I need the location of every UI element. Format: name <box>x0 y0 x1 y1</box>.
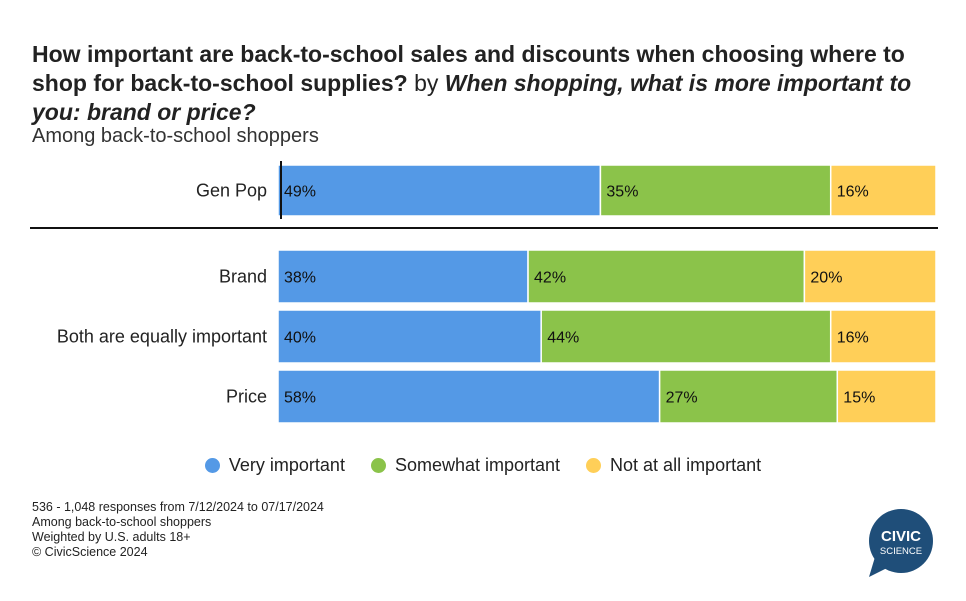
data-label: 58% <box>284 390 316 407</box>
footer-line: © CivicScience 2024 <box>32 545 148 559</box>
bar-segment <box>277 309 542 364</box>
data-label: 20% <box>810 270 842 287</box>
bar-segment <box>277 164 602 217</box>
data-label: 49% <box>284 184 316 201</box>
legend-label: Very important <box>228 455 345 475</box>
legend-item: Somewhat important <box>370 455 561 476</box>
bar-segment <box>277 249 529 304</box>
bar-segment <box>829 309 937 364</box>
footer-line: Among back-to-school shoppers <box>32 515 212 529</box>
data-label: 16% <box>837 184 869 201</box>
title-main: How important are back-to-school sales a… <box>32 41 905 96</box>
bar-segment <box>599 164 832 217</box>
data-label: 15% <box>843 390 875 407</box>
data-label: 16% <box>837 330 869 347</box>
data-label: 35% <box>606 184 638 201</box>
legend-swatch <box>204 458 220 473</box>
bar-segment <box>829 164 937 217</box>
civicscience-logo: CIVIC SCIENCE <box>869 509 933 577</box>
legend: Very important Somewhat important Not at a… <box>0 455 966 476</box>
bar-segment <box>803 249 937 304</box>
category-label: Both are equally important <box>57 327 267 347</box>
data-label: 42% <box>534 270 566 287</box>
legend-swatch <box>370 458 386 473</box>
logo-line1: CIVIC <box>881 528 921 545</box>
bar-segment <box>658 369 839 424</box>
title-question: When shopping, what is more important to… <box>32 70 912 125</box>
legend-item: Very important <box>204 455 345 476</box>
chart-subtitle: Among back-to-school shoppers <box>32 125 319 147</box>
legend-item: Not at all important <box>586 455 761 476</box>
bar-segment <box>836 369 937 424</box>
chart-title: How important are back-to-school sales a… <box>32 40 942 127</box>
logo-line2: SCIENCE <box>880 546 922 557</box>
bar-segment <box>540 309 832 364</box>
legend-label: Not at all important <box>610 455 762 475</box>
title-by: by <box>407 70 445 96</box>
data-label: 27% <box>666 390 698 407</box>
legend-label: Somewhat important <box>394 455 561 475</box>
data-label: 40% <box>284 330 316 347</box>
bar-segment <box>277 369 661 424</box>
data-label: 38% <box>284 270 316 287</box>
footer-line: 536 - 1,048 responses from 7/12/2024 to … <box>32 500 324 514</box>
legend-swatch <box>586 458 602 473</box>
category-label: Gen Pop <box>196 181 267 201</box>
category-label: Brand <box>219 267 267 287</box>
footer: 536 - 1,048 responses from 7/12/2024 to … <box>32 500 324 560</box>
category-label: Price <box>226 387 267 407</box>
bar-segment <box>527 249 806 304</box>
data-label: 44% <box>547 330 579 347</box>
footer-line: Weighted by U.S. adults 18+ <box>32 530 191 544</box>
